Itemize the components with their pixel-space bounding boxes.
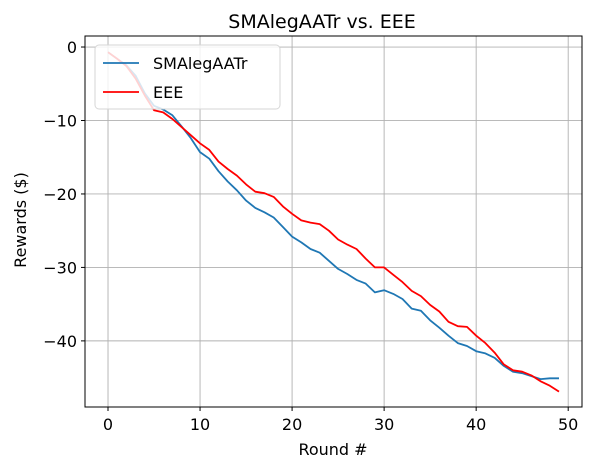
legend-box xyxy=(94,44,281,110)
axis-ticks: 0 10 20 30 40 50 0 −10 −20 −30 −40 xyxy=(43,38,578,434)
legend: SMAlegAATr EEE xyxy=(94,44,281,110)
y-tick-label: −40 xyxy=(43,332,77,351)
x-tick-label: 10 xyxy=(190,415,210,434)
series-line-eee xyxy=(107,51,560,393)
x-tick-label: 50 xyxy=(558,415,578,434)
legend-label: EEE xyxy=(153,83,183,102)
y-tick-label: 0 xyxy=(67,38,77,57)
y-tick-label: −10 xyxy=(43,111,77,130)
x-tick-label: 30 xyxy=(374,415,394,434)
x-tick-label: 40 xyxy=(466,415,486,434)
y-axis-label: Rewards ($) xyxy=(11,172,30,268)
x-axis-label: Round # xyxy=(298,440,367,459)
y-tick-label: −20 xyxy=(43,185,77,204)
legend-label: SMAlegAATr xyxy=(153,54,248,73)
y-tick-label: −30 xyxy=(43,258,77,277)
chart-title: SMAlegAATr vs. EEE xyxy=(228,11,415,33)
x-tick-label: 0 xyxy=(103,415,113,434)
x-tick-label: 20 xyxy=(282,415,302,434)
series-lines xyxy=(107,51,560,393)
plot-frame xyxy=(84,35,583,408)
